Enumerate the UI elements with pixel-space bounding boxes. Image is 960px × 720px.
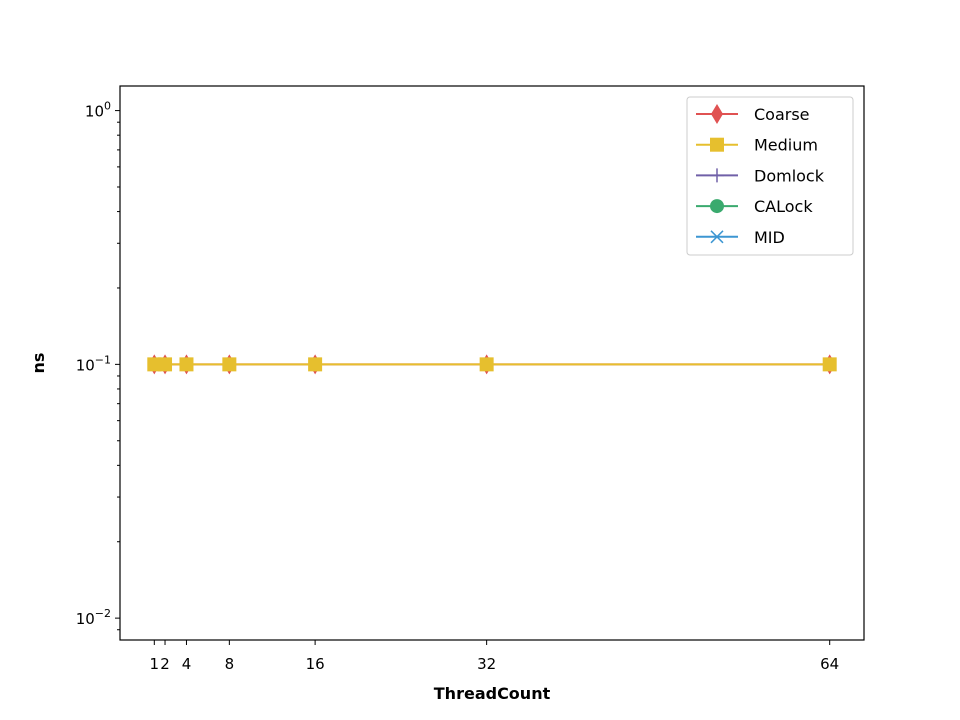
x-tick-label: 32 [477,655,496,673]
data-point-medium [822,357,837,372]
legend-marker-medium [710,137,724,152]
x-tick-label: 4 [182,655,192,673]
legend-marker-coarse [711,104,723,124]
data-point-medium [179,357,194,372]
data-point-medium [308,357,323,372]
x-axis: 1 2 4 8 16 32 64 [150,640,839,673]
legend-box [686,96,854,256]
data-point-medium [147,357,162,372]
legend-label-domlock: Domlock [754,166,825,185]
legend-label-medium: Medium [754,136,818,155]
series-medium [147,357,837,372]
y-axis-label: ns [29,353,48,374]
y-tick-label: 100 [85,100,111,121]
x-tick-label: 16 [306,655,325,673]
legend-item-coarse: Coarse [696,104,810,124]
x-tick-label: 2 [160,655,170,673]
legend-marker-calock [710,199,724,214]
legend-marker-mid [710,230,724,244]
legend-marker-domlock [710,168,724,183]
data-point-medium [479,357,494,372]
x-axis-label: ThreadCount [434,684,551,703]
y-tick-label: 10−2 [76,607,111,628]
legend-item-calock: CALock [696,197,813,216]
y-tick-label: 10−1 [76,353,111,374]
y-axis: 100 10−1 10−2 [76,100,120,631]
plot-frame [119,85,865,641]
legend-label-mid: MID [754,228,785,247]
x-tick-label: 8 [225,655,235,673]
x-tick-label: 64 [820,655,839,673]
legend-label-calock: CALock [754,197,813,216]
legend: Coarse Medium Domlock CALock MID [686,96,854,256]
x-tick-label: 1 [150,655,160,673]
data-point-medium [222,357,237,372]
legend-item-domlock: Domlock [696,166,825,185]
data-point-medium [158,357,173,372]
legend-item-mid: MID [696,228,785,247]
chart-marks [147,354,837,375]
legend-item-medium: Medium [696,136,818,155]
legend-label-coarse: Coarse [754,105,810,124]
